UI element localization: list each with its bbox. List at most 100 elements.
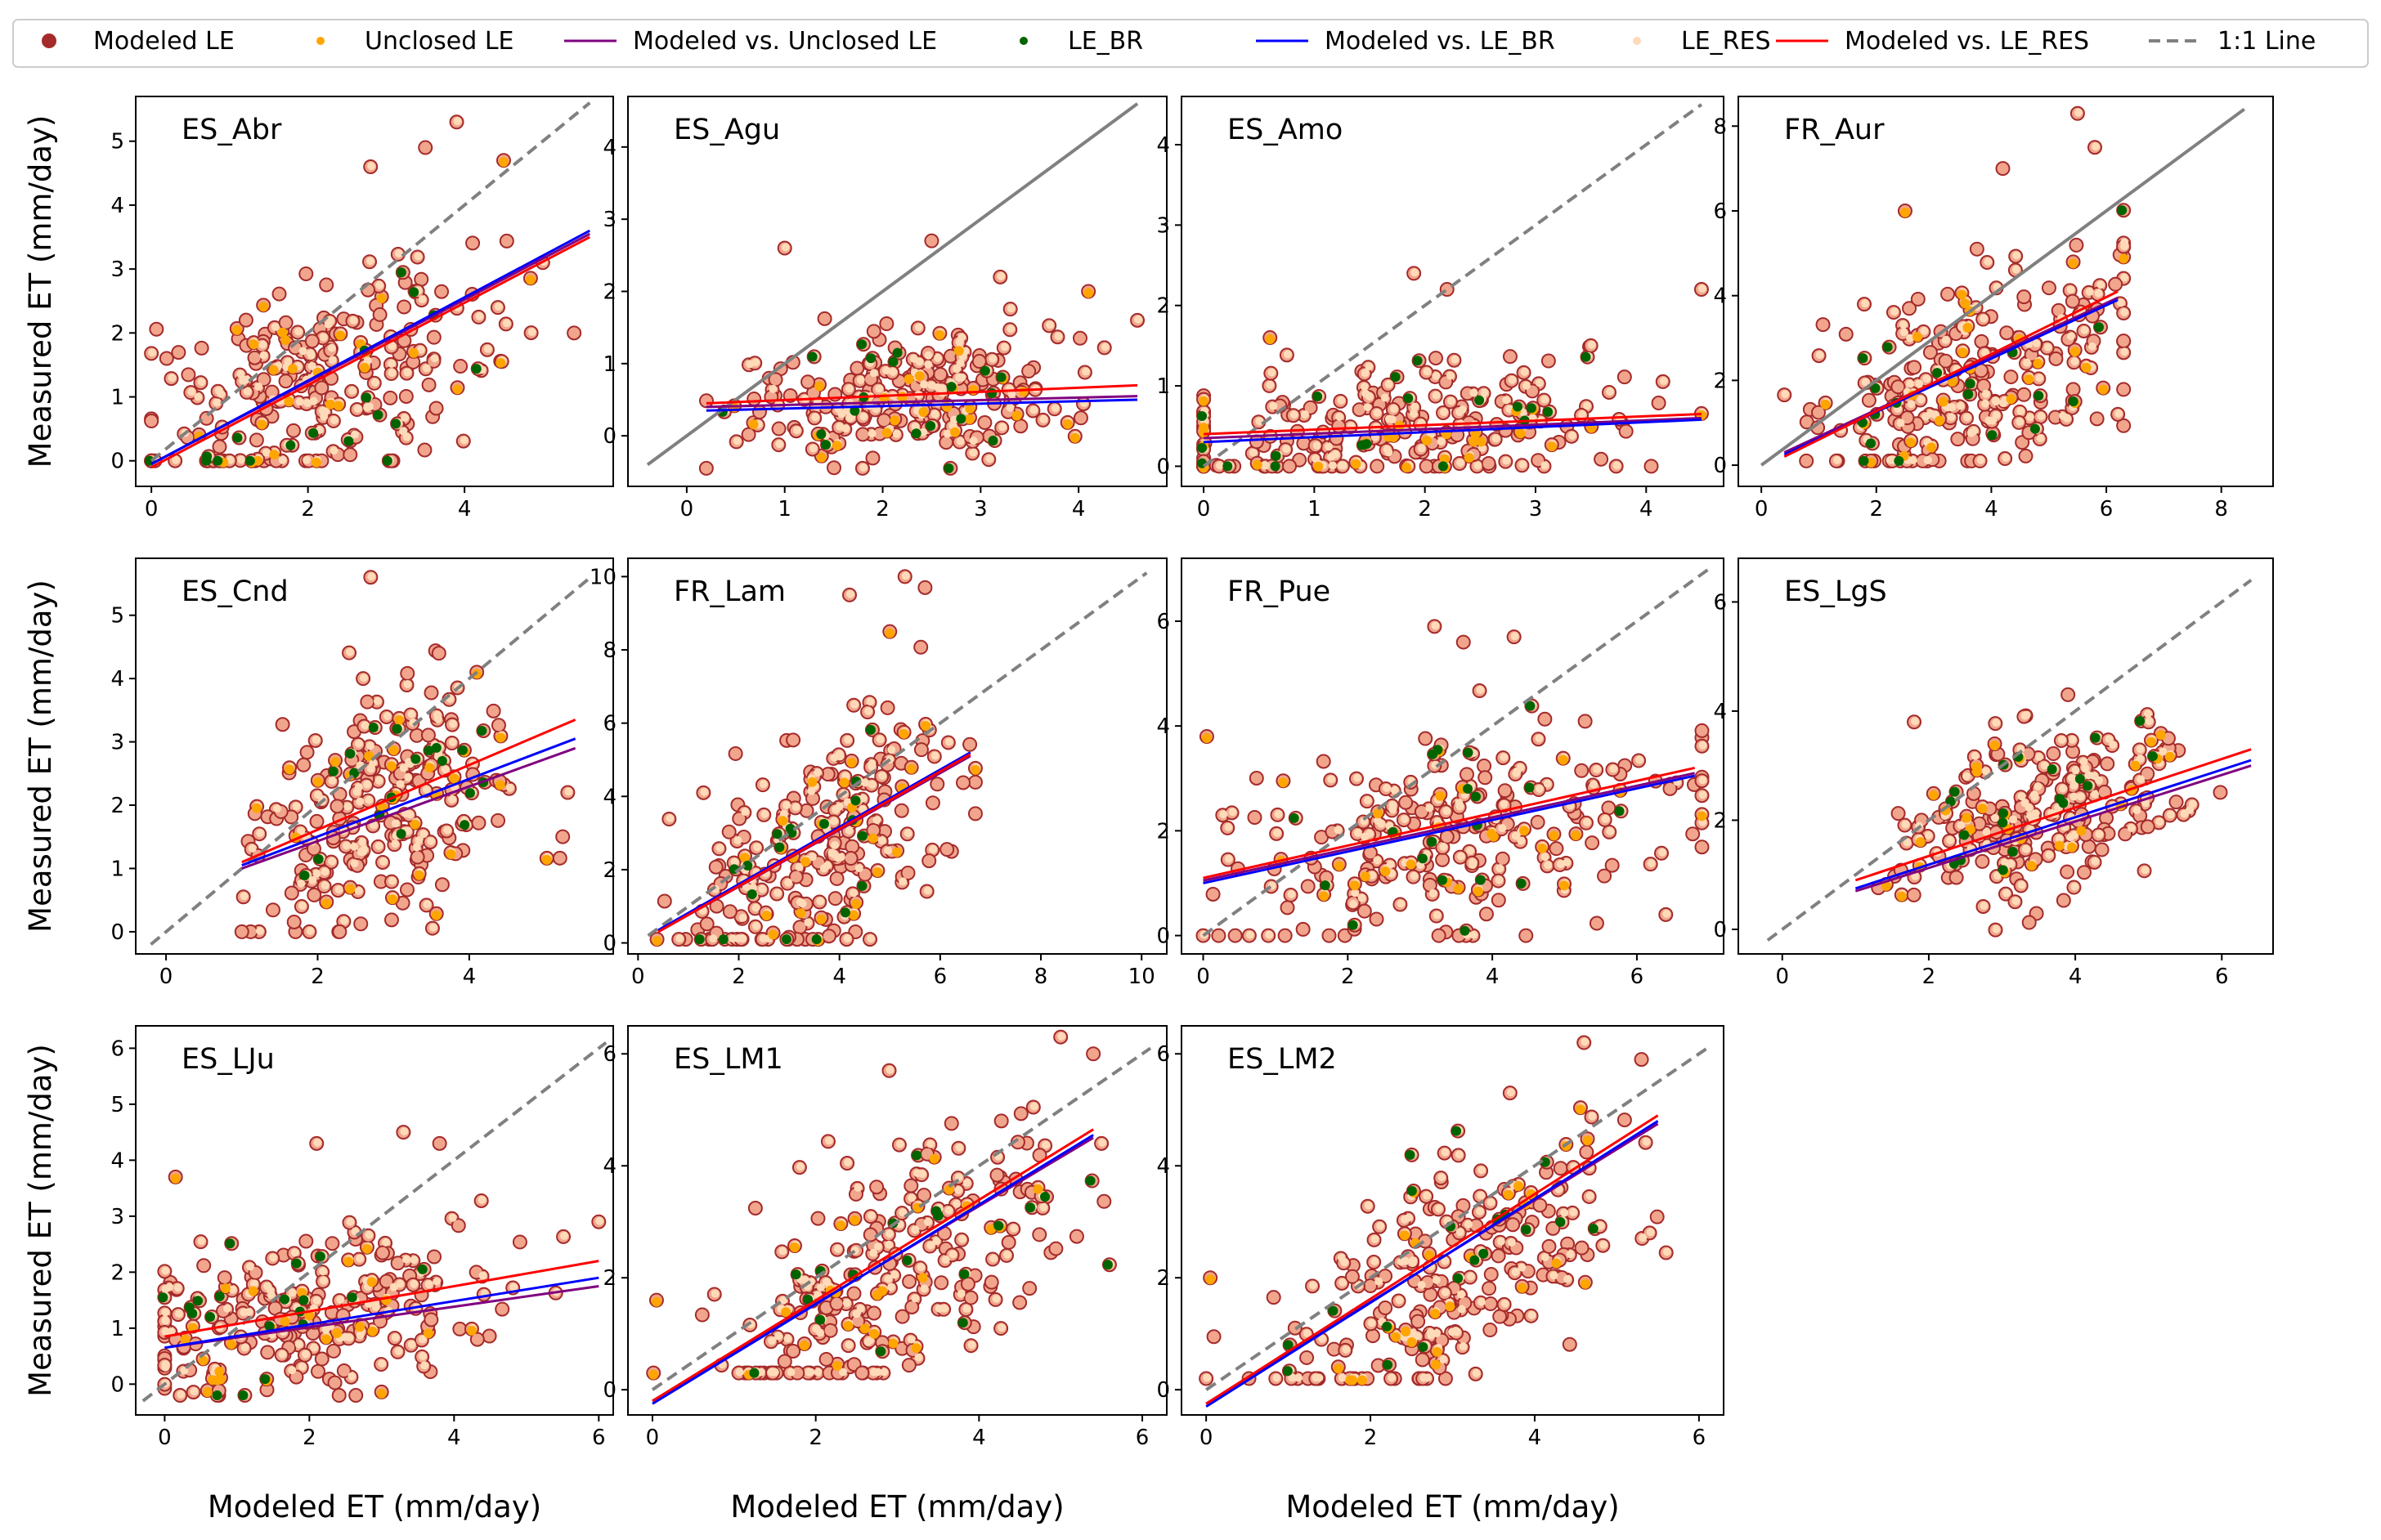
point-le-res xyxy=(360,674,369,683)
point-unclosed-le xyxy=(1334,861,1344,871)
x-tick-label: 2 xyxy=(1364,1426,1378,1450)
point-le-br xyxy=(1289,813,1299,823)
point-unclosed-le xyxy=(816,452,827,463)
point-le-res xyxy=(1410,268,1419,277)
point-le-res xyxy=(321,881,330,890)
point-le-res xyxy=(955,1143,964,1152)
point-unclosed-le xyxy=(1422,436,1433,446)
point-unclosed-le xyxy=(1199,396,1209,406)
point-modeled-le xyxy=(491,718,506,733)
point-le-res xyxy=(816,897,825,906)
point-modeled-le xyxy=(1356,903,1372,919)
point-le-res xyxy=(407,1340,416,1349)
point-unclosed-le xyxy=(334,401,344,411)
point-le-br xyxy=(1524,782,1535,793)
panel-frame xyxy=(1181,96,1724,487)
x-tick-label: 0 xyxy=(1775,965,1789,989)
point-unclosed-le xyxy=(1351,459,1361,469)
point-modeled-le xyxy=(1975,853,1990,869)
y-tick-label: 6 xyxy=(1156,1042,1170,1067)
point-modeled-le xyxy=(424,685,439,701)
point-le-res xyxy=(854,1183,863,1192)
point-le-br xyxy=(818,818,829,829)
x-tick-label: 4 xyxy=(1984,497,1998,522)
point-le-res xyxy=(1269,401,1278,410)
point-le-res xyxy=(1976,455,1985,464)
point-le-res xyxy=(383,711,392,720)
point-unclosed-le xyxy=(1445,1301,1455,1312)
point-le-res xyxy=(938,384,947,393)
plot-area-es-lju xyxy=(141,1041,608,1403)
y-tick-label: 0 xyxy=(1713,454,1727,478)
point-le-res xyxy=(2058,784,2067,793)
point-le-br xyxy=(460,820,470,830)
point-unclosed-le xyxy=(964,414,975,424)
point-le-res xyxy=(1635,755,1644,764)
point-le-res xyxy=(1352,773,1361,782)
point-le-br xyxy=(431,742,442,753)
point-le-res xyxy=(1410,402,1419,411)
plot-area-fr-lam xyxy=(647,569,1148,947)
point-le-res xyxy=(312,869,321,878)
x-tick-label: 2 xyxy=(1341,965,1355,989)
point-modeled-le xyxy=(1799,453,1814,468)
point-le-res xyxy=(735,1368,744,1377)
point-modeled-le xyxy=(372,307,388,322)
point-le-br xyxy=(343,436,354,446)
point-le-res xyxy=(1363,796,1372,805)
point-modeled-le xyxy=(310,1363,325,1379)
point-le-br xyxy=(1312,392,1323,402)
fit-line-res xyxy=(1205,1114,1659,1405)
point-le-br xyxy=(1437,875,1448,885)
point-modeled-le xyxy=(962,736,978,752)
point-le-res xyxy=(243,387,252,396)
point-le-br xyxy=(1521,1224,1531,1235)
point-le-res xyxy=(1984,257,1993,266)
panel-frame xyxy=(135,1025,614,1416)
point-le-res xyxy=(1540,853,1549,862)
point-le-res xyxy=(845,1341,854,1350)
point-le-res xyxy=(1434,1204,1443,1213)
x-tick-label: 0 xyxy=(646,1426,660,1450)
point-le-res xyxy=(1941,335,1950,344)
fit-line-res xyxy=(1783,290,2119,459)
point-le-res xyxy=(294,1340,303,1349)
point-le-res xyxy=(1224,822,1233,831)
point-unclosed-le xyxy=(914,371,925,382)
point-unclosed-le xyxy=(2164,751,2175,762)
point-le-res xyxy=(1417,444,1426,453)
point-le-res xyxy=(1288,1373,1297,1382)
point-le-res xyxy=(2002,454,2011,463)
point-le-res xyxy=(930,751,939,760)
point-le-res xyxy=(796,898,805,907)
point-le-res xyxy=(336,1296,345,1305)
legend-marker-le-res xyxy=(1633,37,1641,45)
point-unclosed-le xyxy=(1513,1180,1523,1191)
point-le-res xyxy=(303,398,312,407)
point-le-res xyxy=(1980,314,1989,323)
point-modeled-le xyxy=(284,885,299,901)
point-le-res xyxy=(1535,785,1544,794)
point-le-res xyxy=(861,778,870,787)
point-modeled-le xyxy=(275,717,290,732)
point-modeled-le xyxy=(1922,345,1938,360)
y-tick-label: 0 xyxy=(603,424,617,449)
point-le-res xyxy=(1815,351,1824,360)
point-le-res xyxy=(2069,781,2078,790)
point-le-res xyxy=(917,1263,926,1272)
point-modeled-le xyxy=(1549,841,1564,857)
point-le-res xyxy=(423,900,432,909)
point-le-res xyxy=(783,1334,792,1343)
point-le-res xyxy=(1518,460,1527,469)
point-unclosed-le xyxy=(796,908,806,919)
point-le-res xyxy=(1543,779,1552,788)
point-modeled-le xyxy=(2116,418,2132,433)
panel-frame xyxy=(627,1025,1168,1416)
point-le-res xyxy=(2067,773,2076,782)
point-le-res xyxy=(318,406,327,415)
point-le-res xyxy=(868,762,877,771)
point-le-res xyxy=(1563,857,1572,866)
point-le-br xyxy=(1463,783,1473,794)
y-tick-label: 2 xyxy=(603,280,617,305)
